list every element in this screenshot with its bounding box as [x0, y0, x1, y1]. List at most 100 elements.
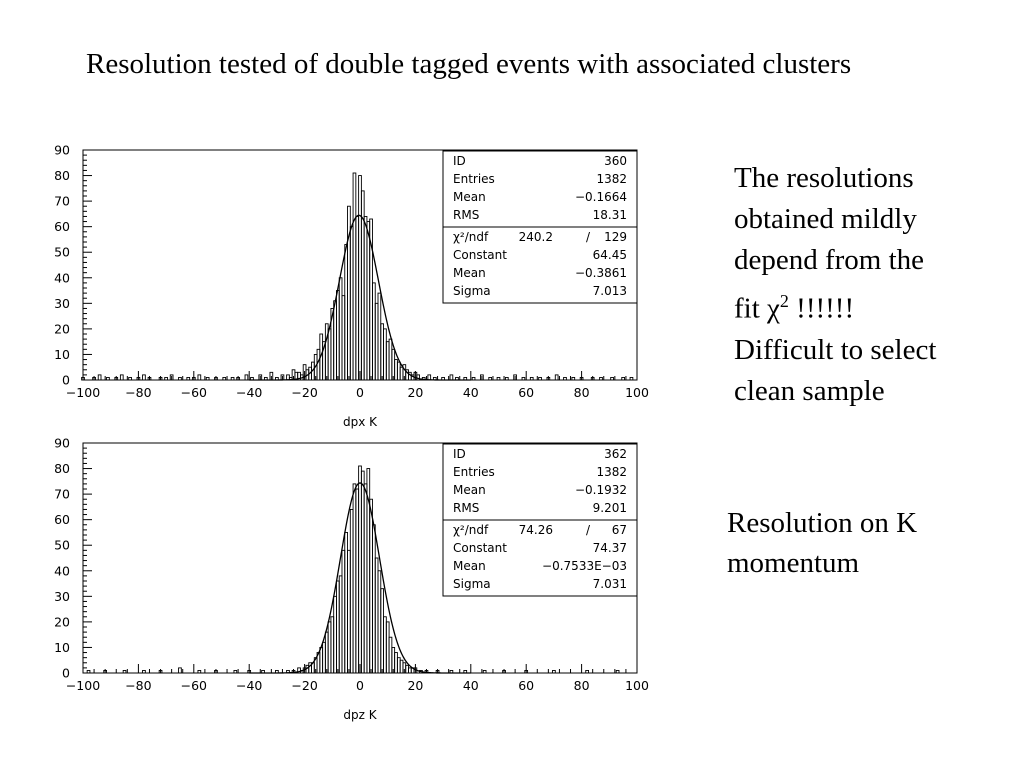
histogram-bin: [629, 376, 634, 381]
chi-superscript: 2: [779, 291, 789, 311]
stats-value: −0.1664: [575, 190, 627, 204]
histogram-bin: [552, 669, 556, 674]
chi-symbol: χ: [767, 292, 780, 325]
note-line: Resolution on K: [727, 507, 918, 539]
x-tick-label: −80: [125, 678, 151, 693]
y-tick-label: 60: [54, 219, 70, 234]
stats-value: 18.31: [593, 208, 627, 222]
histogram-bin: [599, 376, 603, 381]
histogram-bin: [496, 376, 501, 381]
histogram-dpz: 0 10 20 30 40 50 60 70 80 90 −100 −80 −60 −40 −20 0 20 40…: [54, 436, 649, 723]
y-tick-label: 90: [54, 436, 70, 451]
note-line: Difficult to select: [734, 333, 937, 366]
fit-stats-label: χ²/ndf: [453, 523, 489, 537]
note-line-chi2: fit χ2 !!!!!!: [734, 281, 1019, 330]
histogram-bin: [186, 376, 191, 381]
histogram-bin: [615, 669, 620, 674]
x-tick-label: 100: [625, 678, 649, 693]
fit-stats-value: 74.37: [593, 541, 627, 555]
stats-label: Entries: [453, 172, 495, 186]
x-tick-label: 60: [518, 385, 534, 400]
x-tick-label: −40: [236, 385, 262, 400]
histogram-bin: [142, 669, 146, 674]
histogram-bin: [610, 376, 614, 381]
fit-stats-label: Mean: [453, 266, 486, 280]
stats-value: 362: [604, 447, 627, 461]
histogram-bin: [122, 669, 127, 674]
x-tick-label: 20: [407, 678, 423, 693]
momentum-note: Resolution on K momentum: [727, 503, 1017, 583]
histogram-bin: [197, 374, 202, 381]
histogram-bin: [621, 376, 625, 381]
fit-stats-value: −0.7533E−03: [542, 559, 627, 573]
x-tick-label: 20: [407, 385, 423, 400]
histogram-bin: [449, 374, 454, 381]
y-tick-label: 40: [54, 270, 70, 285]
stats-label: RMS: [453, 208, 479, 222]
y-tick-label: 40: [54, 563, 70, 578]
x-axis-label: dpz K: [343, 708, 377, 722]
stats-label: Mean: [453, 483, 486, 497]
y-tick-label: 20: [54, 321, 70, 336]
fit-stats-label: Mean: [453, 559, 486, 573]
x-tick-label: 80: [574, 678, 590, 693]
x-tick-label: −60: [181, 678, 207, 693]
histogram-bin: [529, 376, 534, 381]
fit-stats-value: 67: [612, 523, 627, 537]
fit-stats-value: −0.3861: [575, 266, 627, 280]
x-tick-label: 40: [463, 385, 479, 400]
x-tick-label: 80: [574, 385, 590, 400]
histogram-dpx: 0 10 20 30 40 50 60 70 80 90 −100 −80 −60 −40 −20 0 20 40…: [54, 143, 649, 430]
histogram-bin: [563, 376, 567, 381]
fit-stats-label: Constant: [453, 541, 507, 555]
x-axis-label: dpx K: [343, 415, 378, 429]
x-tick-label: −80: [125, 385, 151, 400]
resolution-note: The resolutions obtained mildly depend f…: [734, 158, 1019, 412]
stats-value: 360: [604, 154, 627, 168]
y-tick-label: 90: [54, 143, 70, 158]
histogram-bin: [244, 374, 249, 381]
histogram-bin: [197, 669, 202, 674]
fit-stats-separator: /: [586, 523, 591, 537]
histogram-bin: [222, 376, 227, 381]
histogram-bin: [178, 667, 182, 674]
y-tick-label: 20: [54, 614, 70, 629]
x-tick-label: 60: [518, 678, 534, 693]
histogram-bin: [205, 376, 210, 381]
x-tick-label: 40: [463, 678, 479, 693]
histogram-bin: [178, 376, 182, 381]
histogram-bin: [538, 376, 542, 381]
fit-stats-value: 64.45: [593, 248, 627, 262]
y-tick-label: 50: [54, 245, 70, 260]
y-tick-label: 50: [54, 538, 70, 553]
y-tick-label: 60: [54, 512, 70, 527]
x-tick-label: −100: [66, 678, 100, 693]
y-tick-label: 0: [62, 666, 70, 681]
stats-value: −0.1932: [575, 483, 627, 497]
y-tick-label: 80: [54, 168, 70, 183]
stats-value: 1382: [596, 465, 627, 479]
fit-curve: [249, 214, 471, 381]
x-tick-label: 0: [356, 678, 364, 693]
stats-value: 1382: [596, 172, 627, 186]
histogram-bin: [128, 376, 132, 381]
fit-stats-value: 240.2: [519, 230, 553, 244]
x-tick-label: 0: [356, 385, 364, 400]
y-tick-label: 0: [62, 373, 70, 388]
y-tick-label: 10: [54, 640, 70, 655]
slide-title: Resolution tested of double tagged event…: [86, 48, 852, 80]
note-line: depend from the: [734, 244, 925, 276]
histogram-bin: [504, 376, 509, 381]
fit-stats-value: 74.26: [519, 523, 553, 537]
note-chi-suffix: !!!!!!: [788, 292, 855, 325]
histogram-bin: [571, 376, 576, 381]
histogram-bin: [230, 376, 235, 381]
fit-stats-value: 129: [604, 230, 627, 244]
stats-label: ID: [453, 447, 466, 461]
fit-stats-value: 7.031: [593, 577, 627, 591]
x-tick-label: −100: [66, 385, 100, 400]
y-tick-label: 30: [54, 589, 70, 604]
histogram-bin: [119, 374, 124, 381]
fit-stats-label: Sigma: [453, 284, 491, 298]
histogram-bin: [164, 376, 168, 381]
